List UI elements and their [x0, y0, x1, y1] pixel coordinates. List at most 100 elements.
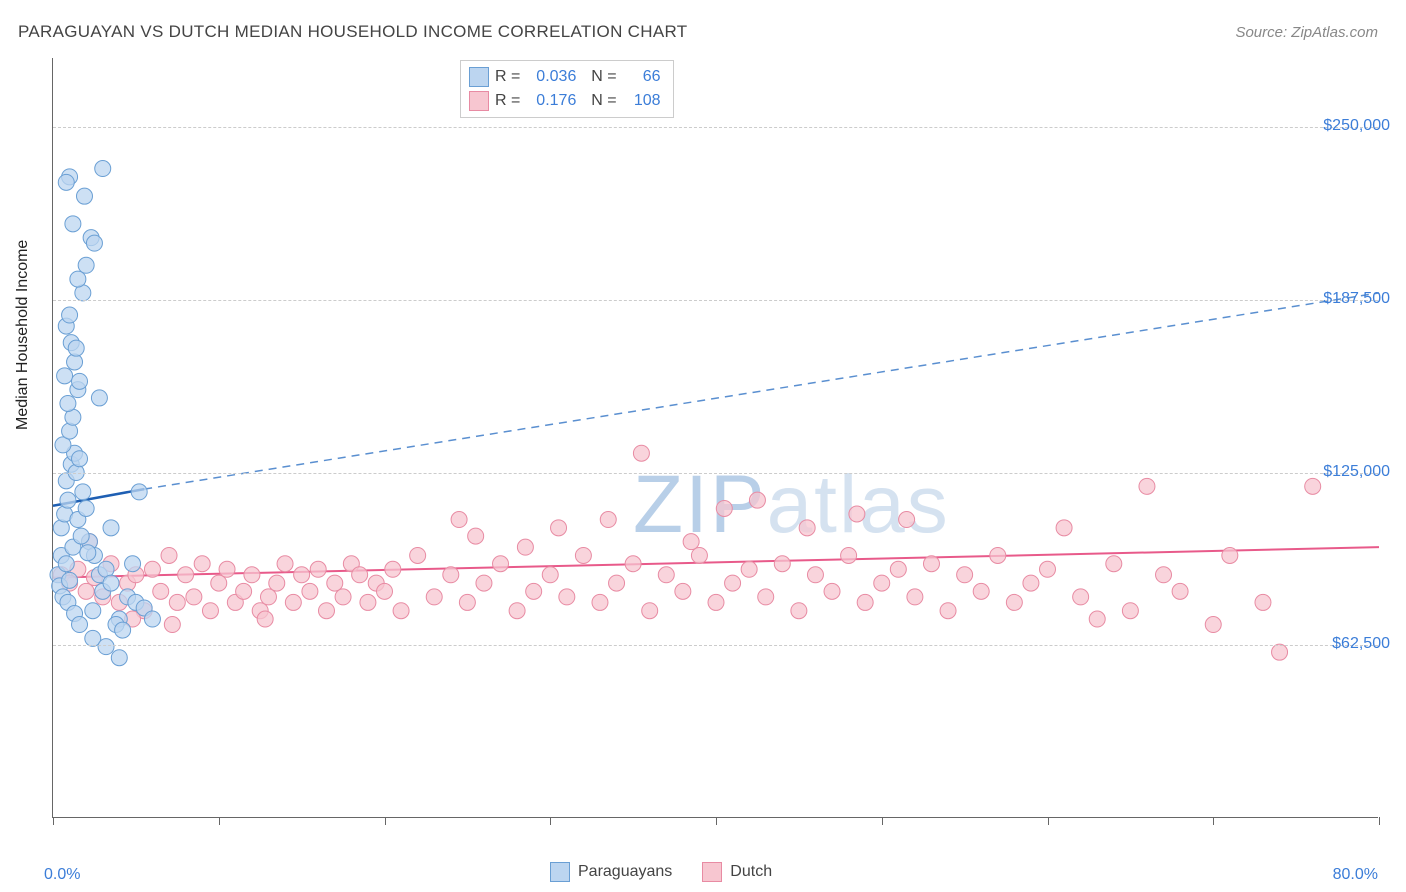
scatter-point-dutch	[260, 589, 276, 605]
scatter-point-paraguayans	[115, 622, 131, 638]
scatter-point-dutch	[468, 528, 484, 544]
scatter-point-dutch	[841, 547, 857, 563]
scatter-svg	[53, 58, 1378, 817]
gridline-h	[53, 300, 1378, 301]
stat-r-label: R =	[495, 65, 520, 89]
x-tick	[1379, 817, 1380, 825]
x-tick	[1213, 817, 1214, 825]
scatter-point-paraguayans	[62, 307, 78, 323]
scatter-point-dutch	[691, 547, 707, 563]
scatter-point-dutch	[609, 575, 625, 591]
scatter-point-dutch	[493, 556, 509, 572]
scatter-point-dutch	[799, 520, 815, 536]
stat-n-label: N =	[582, 65, 616, 89]
stats-row-dutch: R =0.176 N =108	[469, 89, 661, 113]
scatter-point-dutch	[194, 556, 210, 572]
x-tick	[219, 817, 220, 825]
scatter-point-dutch	[890, 561, 906, 577]
scatter-point-dutch	[352, 567, 368, 583]
scatter-point-paraguayans	[72, 373, 88, 389]
x-tick	[385, 817, 386, 825]
scatter-point-dutch	[169, 594, 185, 610]
scatter-point-paraguayans	[65, 216, 81, 232]
legend-item-dutch: Dutch	[702, 862, 772, 882]
scatter-point-dutch	[600, 512, 616, 528]
scatter-point-paraguayans	[144, 611, 160, 627]
scatter-point-dutch	[559, 589, 575, 605]
scatter-point-dutch	[294, 567, 310, 583]
scatter-point-dutch	[874, 575, 890, 591]
scatter-point-paraguayans	[53, 520, 69, 536]
gridline-h	[53, 473, 1378, 474]
swatch-paraguayans	[469, 67, 489, 87]
scatter-point-dutch	[716, 500, 732, 516]
scatter-point-dutch	[153, 583, 169, 599]
scatter-point-dutch	[202, 603, 218, 619]
scatter-point-dutch	[957, 567, 973, 583]
stat-r-value: 0.036	[526, 65, 576, 89]
scatter-point-dutch	[791, 603, 807, 619]
scatter-point-dutch	[1222, 547, 1238, 563]
scatter-point-dutch	[1139, 478, 1155, 494]
scatter-point-dutch	[807, 567, 823, 583]
scatter-point-dutch	[426, 589, 442, 605]
scatter-point-dutch	[410, 547, 426, 563]
y-tick-label: $62,500	[1332, 635, 1390, 653]
scatter-point-dutch	[236, 583, 252, 599]
y-tick-label: $250,000	[1323, 117, 1390, 135]
scatter-point-paraguayans	[57, 368, 73, 384]
scatter-point-paraguayans	[58, 556, 74, 572]
scatter-point-dutch	[990, 547, 1006, 563]
scatter-point-dutch	[178, 567, 194, 583]
y-tick-label: $187,500	[1323, 290, 1390, 308]
scatter-point-paraguayans	[75, 484, 91, 500]
scatter-point-dutch	[310, 561, 326, 577]
scatter-point-dutch	[1089, 611, 1105, 627]
scatter-point-paraguayans	[58, 174, 74, 190]
scatter-point-paraguayans	[76, 188, 92, 204]
scatter-point-dutch	[161, 547, 177, 563]
legend-swatch-paraguayans	[550, 862, 570, 882]
scatter-point-dutch	[642, 603, 658, 619]
scatter-point-paraguayans	[68, 340, 84, 356]
scatter-point-paraguayans	[62, 423, 78, 439]
scatter-point-dutch	[219, 561, 235, 577]
scatter-point-dutch	[741, 561, 757, 577]
scatter-point-dutch	[923, 556, 939, 572]
scatter-point-dutch	[633, 445, 649, 461]
scatter-point-dutch	[509, 603, 525, 619]
scatter-point-dutch	[451, 512, 467, 528]
scatter-point-dutch	[517, 539, 533, 555]
scatter-point-paraguayans	[60, 492, 76, 508]
scatter-point-dutch	[244, 567, 260, 583]
plot-area: ZIPatlas	[52, 58, 1378, 818]
scatter-point-paraguayans	[78, 257, 94, 273]
scatter-point-dutch	[1272, 644, 1288, 660]
scatter-point-dutch	[443, 567, 459, 583]
scatter-point-dutch	[725, 575, 741, 591]
scatter-point-paraguayans	[72, 617, 88, 633]
scatter-point-dutch	[940, 603, 956, 619]
bottom-legend: ParaguayansDutch	[550, 862, 772, 882]
stat-n-label: N =	[582, 89, 616, 113]
x-tick	[53, 817, 54, 825]
x-tick	[882, 817, 883, 825]
scatter-point-dutch	[1172, 583, 1188, 599]
scatter-point-paraguayans	[125, 556, 141, 572]
scatter-point-dutch	[1040, 561, 1056, 577]
scatter-point-dutch	[318, 603, 334, 619]
scatter-point-dutch	[683, 534, 699, 550]
scatter-point-dutch	[385, 561, 401, 577]
scatter-point-paraguayans	[103, 575, 119, 591]
scatter-point-paraguayans	[70, 271, 86, 287]
scatter-point-dutch	[658, 567, 674, 583]
scatter-point-dutch	[774, 556, 790, 572]
scatter-point-dutch	[1056, 520, 1072, 536]
scatter-point-dutch	[393, 603, 409, 619]
legend-label-dutch: Dutch	[730, 863, 772, 881]
scatter-point-dutch	[907, 589, 923, 605]
scatter-point-dutch	[1023, 575, 1039, 591]
gridline-h	[53, 127, 1378, 128]
x-tick	[550, 817, 551, 825]
x-axis-min-label: 0.0%	[44, 866, 80, 884]
